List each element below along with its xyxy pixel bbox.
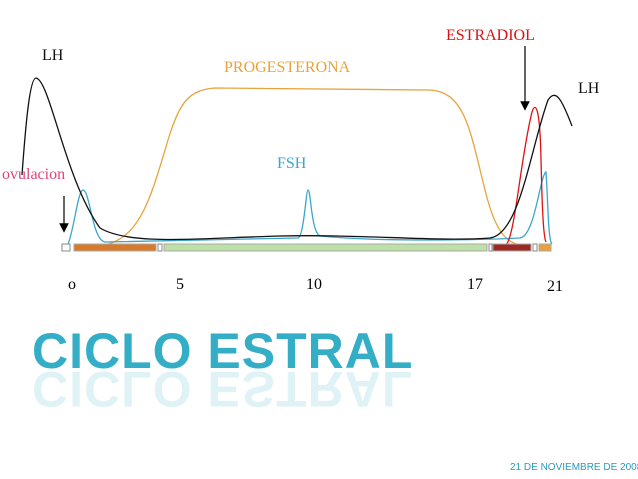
timeline-segment <box>538 243 552 252</box>
timeline-segment <box>532 243 538 252</box>
label: ovulacion <box>2 166 65 183</box>
timeline-segment <box>73 243 157 252</box>
timeline-label: 10 <box>306 276 322 293</box>
progesterone-curve <box>99 87 526 247</box>
date: 21 DE NOVIEMBRE DE 2008 <box>510 462 638 473</box>
title-reflection: CICLO ESTRAL <box>32 361 413 417</box>
timeline-segment <box>492 243 532 252</box>
timeline-label: 21 <box>547 278 563 295</box>
timeline-segment <box>157 243 163 252</box>
timeline-segment <box>163 243 488 252</box>
timeline-segment <box>488 243 493 252</box>
timeline-label: 5 <box>176 276 184 293</box>
timeline-segment <box>61 243 71 252</box>
fsh-curve <box>67 170 553 245</box>
timeline-label: o <box>68 276 76 293</box>
label: LH <box>578 80 600 97</box>
estradiol-curve <box>504 106 547 247</box>
label: FSH <box>277 155 307 172</box>
label: PROGESTERONA <box>224 59 351 76</box>
title: CICLO ESTRAL <box>32 323 413 379</box>
label: LH <box>42 47 64 64</box>
lh-curve <box>21 77 573 241</box>
timeline-label: 17 <box>467 276 483 293</box>
label: ESTRADIOL <box>446 27 535 44</box>
